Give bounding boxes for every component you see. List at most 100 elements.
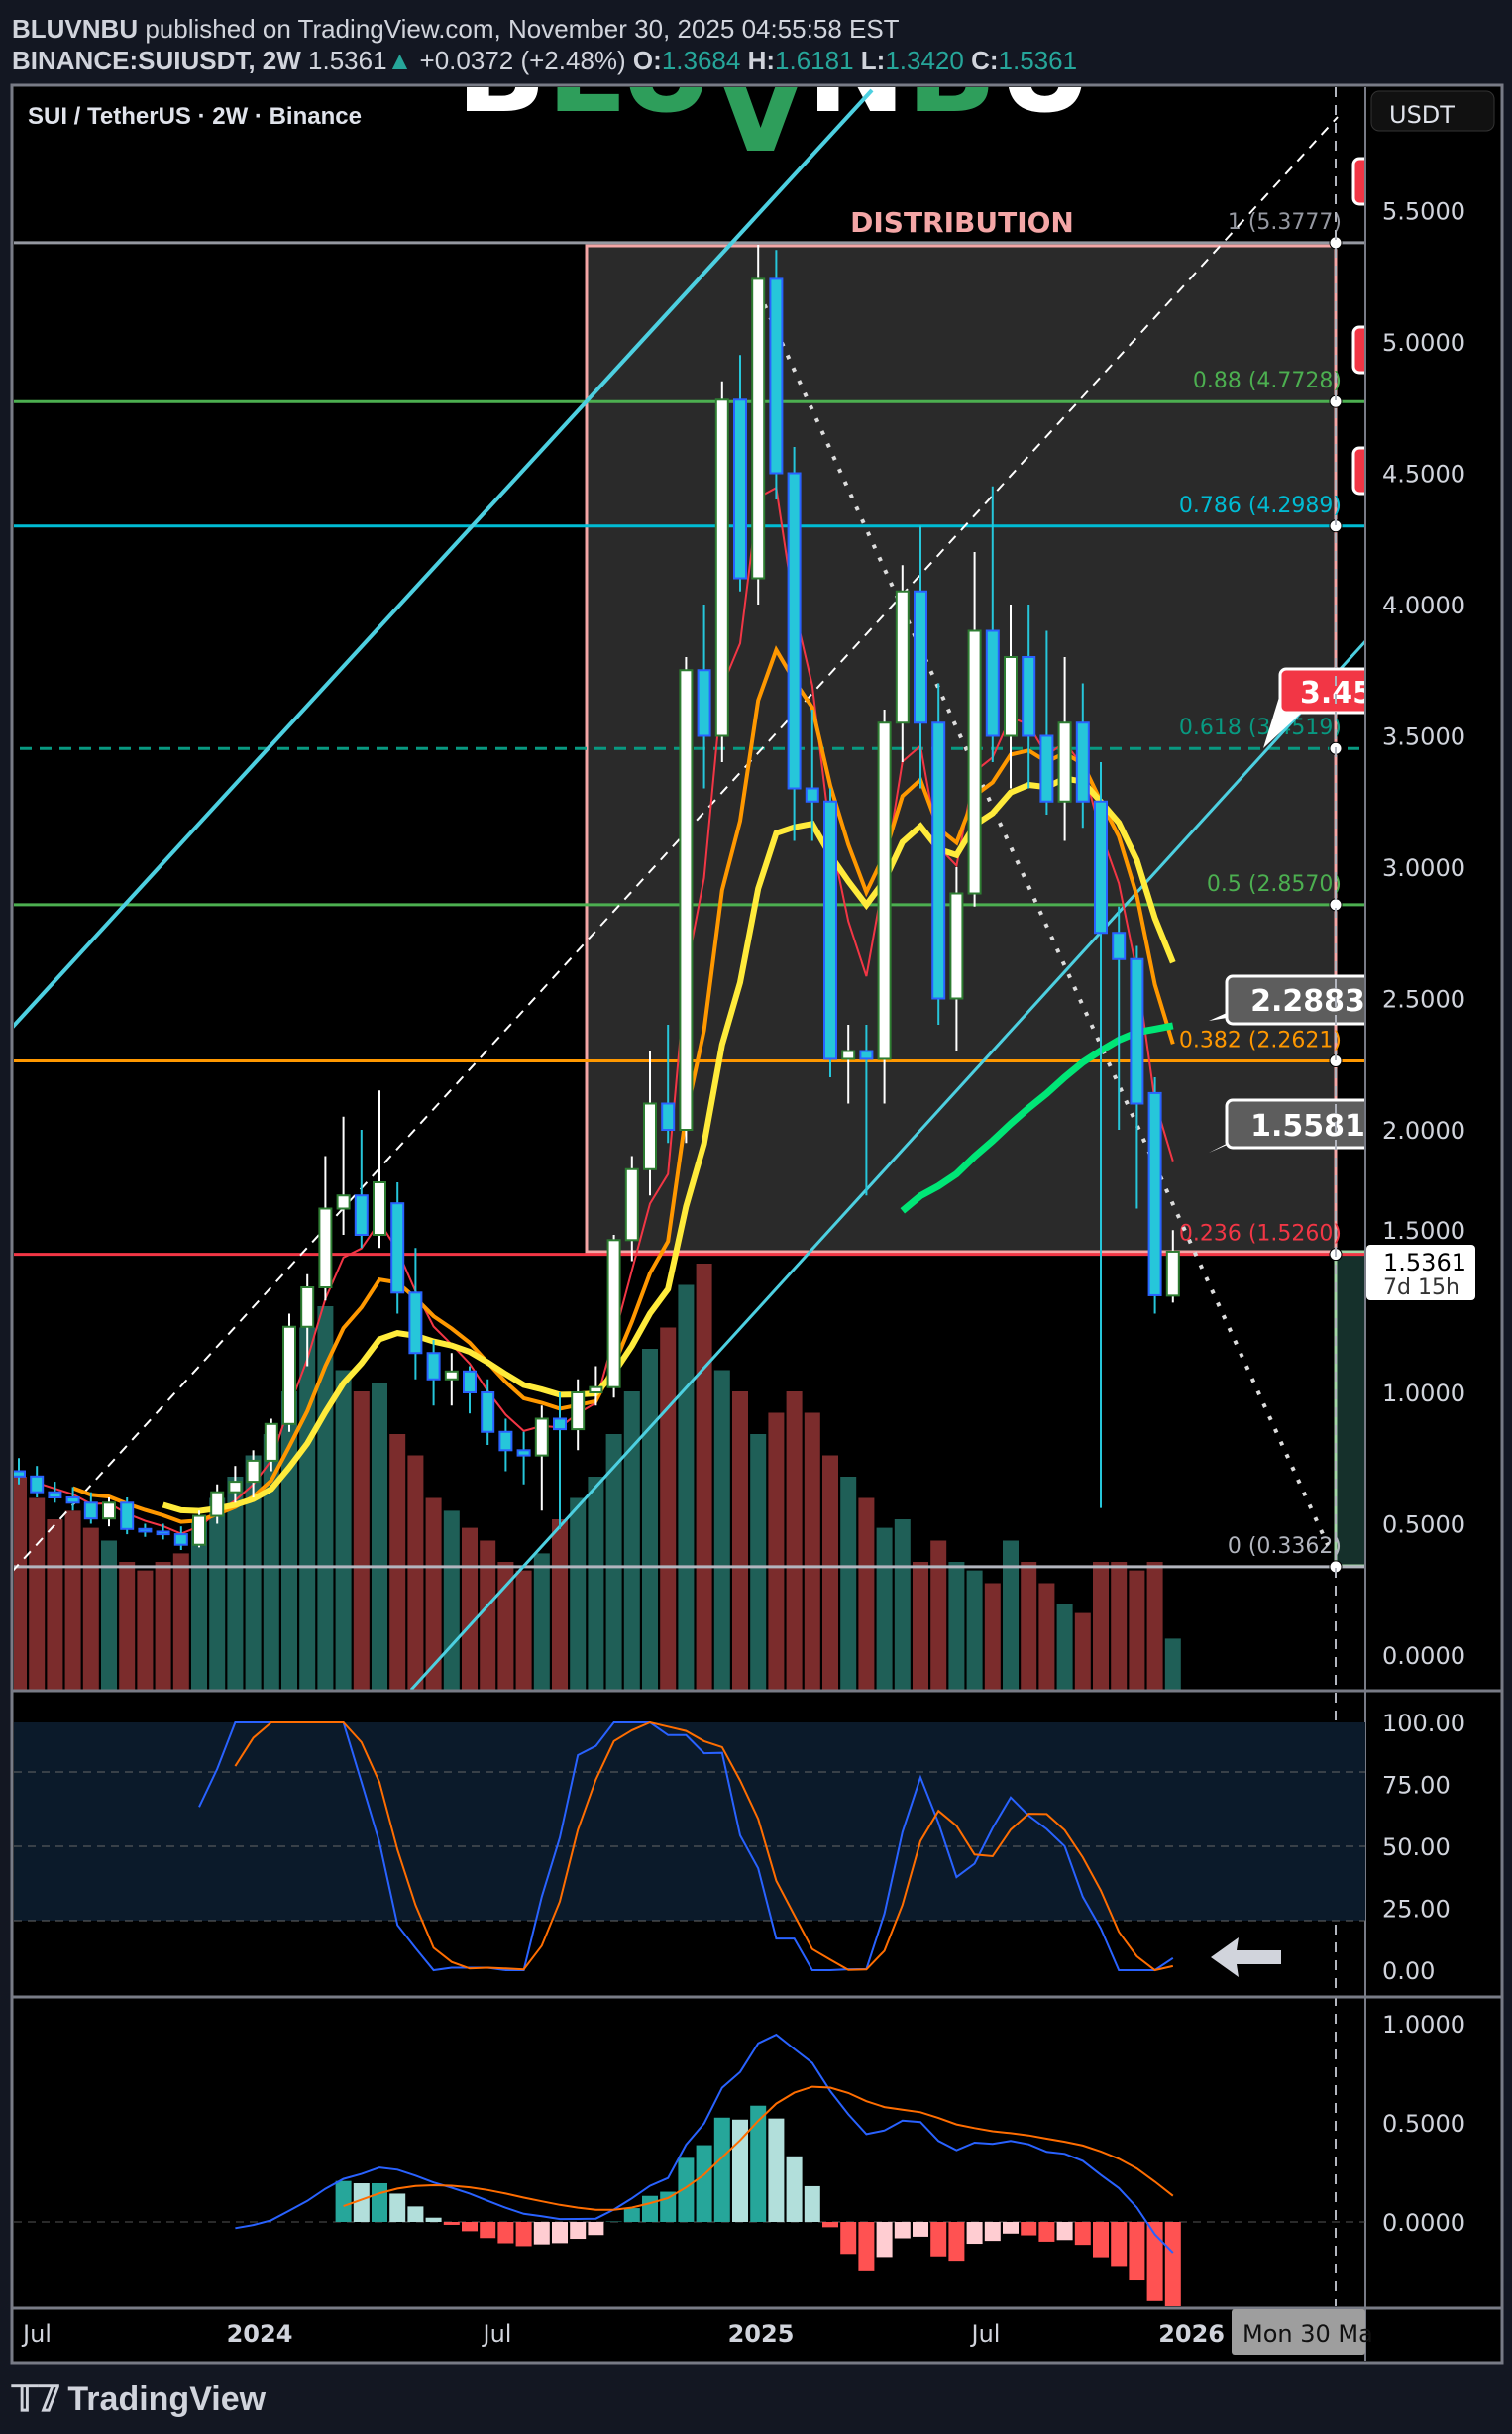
- volume-bar: [786, 1391, 803, 1690]
- last-price-value: 1.5361: [1383, 1249, 1466, 1276]
- candle-body: [589, 1385, 603, 1393]
- macd-histogram-bar: [372, 2182, 387, 2222]
- candle-body: [931, 721, 946, 1000]
- macd-histogram-bar: [894, 2222, 911, 2239]
- candle-body: [408, 1291, 423, 1355]
- volume-bar: [515, 1570, 532, 1690]
- volume-bar: [948, 1562, 965, 1690]
- candle-body: [733, 398, 747, 580]
- macd-histogram-bar: [750, 2105, 767, 2222]
- channel-lower-line[interactable]: [409, 638, 1367, 1690]
- macd-histogram-bar: [768, 2118, 785, 2222]
- callout-1-5581[interactable]: 1.5581: [1209, 1098, 1375, 1153]
- volume-bar: [660, 1327, 677, 1690]
- crosshair-date-label: Mon 30 Ma: [1232, 2309, 1373, 2355]
- volume-bar: [858, 1497, 875, 1690]
- callout-text: 3.45: [1300, 676, 1373, 711]
- fib-level-label: 0.5 (2.8570): [1207, 872, 1342, 897]
- chart-legend[interactable]: SUI / TetherUS · 2W · Binance: [28, 103, 362, 130]
- tradingview-logo[interactable]: 𝕋𝟟 TradingView: [12, 2379, 266, 2420]
- stoch-tick: 50.00: [1382, 1833, 1451, 1861]
- callout-2-2883[interactable]: 2.2883: [1209, 974, 1375, 1026]
- volume-bar: [407, 1455, 424, 1690]
- fib-level-label: 0.88 (4.7728): [1193, 369, 1342, 393]
- candle-body: [1165, 1250, 1180, 1297]
- brand-name: TradingView: [67, 2379, 267, 2418]
- volume-bar: [353, 1391, 370, 1690]
- callout-3-45[interactable]: 3.45: [1263, 667, 1379, 748]
- volume-bar: [263, 1434, 279, 1690]
- candle-body: [1004, 656, 1018, 737]
- time-tick: Jul: [21, 2320, 52, 2348]
- volume-bar: [209, 1497, 226, 1690]
- macd-histogram-bar: [1003, 2222, 1019, 2234]
- fib-level-label: 0.236 (1.5260): [1179, 1222, 1342, 1247]
- candle-body: [390, 1202, 405, 1294]
- price-tick: 0.5000: [1382, 1511, 1465, 1539]
- time-tick: 2025: [728, 2320, 795, 2348]
- volume-bar: [191, 1519, 207, 1690]
- volume-bar: [462, 1527, 478, 1690]
- candle-body: [138, 1527, 153, 1533]
- candle-body: [1039, 734, 1054, 803]
- callout-red-top[interactable]: [1351, 157, 1383, 496]
- fib-level-label: 1 (5.3777): [1228, 210, 1342, 235]
- stoch-tick: 25.00: [1382, 1896, 1451, 1924]
- candle-body: [210, 1491, 225, 1517]
- volume-bar: [443, 1510, 460, 1690]
- macd-histogram-bar: [804, 2185, 820, 2222]
- macd-histogram-bar: [1056, 2222, 1073, 2241]
- candle-body: [156, 1530, 170, 1536]
- fib-level-label: 0 (0.3362): [1228, 1534, 1342, 1559]
- price-tick: 3.0000: [1382, 854, 1465, 882]
- publish-date: published on TradingView.com, November 3…: [145, 14, 900, 44]
- candle-body: [553, 1417, 567, 1431]
- dotted-trend-line[interactable]: [751, 278, 1330, 1546]
- macd-histogram-bar: [623, 2208, 640, 2222]
- volume-bar: [696, 1264, 712, 1690]
- candle-body: [173, 1533, 188, 1546]
- price-tick: 3.5000: [1382, 723, 1465, 751]
- price-change: +0.0372 (+2.48%): [419, 46, 626, 75]
- candle-body: [336, 1194, 351, 1210]
- volume-bar: [372, 1383, 387, 1690]
- candle-body: [823, 800, 837, 1060]
- candle-body: [1075, 721, 1090, 803]
- candle-body: [444, 1370, 459, 1381]
- candle-body: [498, 1430, 513, 1452]
- macd-histogram-bar: [407, 2206, 424, 2222]
- price-tick: 0.0000: [1382, 1642, 1465, 1670]
- candle-body: [787, 472, 802, 790]
- currency-button[interactable]: USDT: [1370, 90, 1495, 132]
- candle-body: [246, 1459, 261, 1484]
- candle-body: [83, 1501, 98, 1520]
- volume-bar: [804, 1412, 820, 1690]
- channel-upper-line[interactable]: [12, 88, 874, 1029]
- volume-bar: [876, 1527, 893, 1690]
- stoch-k-line: [198, 1721, 1174, 1972]
- volume-bar: [570, 1497, 587, 1690]
- macd-histogram-bar: [696, 2145, 712, 2222]
- volume-bar: [119, 1562, 136, 1690]
- volume-bar: [713, 1370, 730, 1690]
- symbol: BINANCE:SUIUSDT, 2W: [12, 46, 301, 75]
- open-value: 1.3684: [661, 46, 741, 75]
- time-tick: Jul: [482, 2320, 512, 2348]
- macd-histogram-bar: [913, 2222, 928, 2237]
- volume-bar: [768, 1412, 785, 1690]
- macd-histogram-bar: [678, 2157, 695, 2222]
- candle-body: [373, 1181, 386, 1236]
- macd-histogram-bar: [1146, 2222, 1163, 2301]
- macd-histogram-bar: [1164, 2222, 1181, 2306]
- macd-histogram-bar: [1074, 2222, 1091, 2246]
- candle-body: [120, 1501, 135, 1530]
- volume-bar: [552, 1519, 568, 1690]
- candle-body: [895, 590, 910, 724]
- candle-body: [643, 1102, 657, 1170]
- dashed-trend-line[interactable]: [12, 116, 1339, 1572]
- macd-histogram-bar: [1038, 2222, 1055, 2242]
- price-tick: 4.5000: [1382, 461, 1465, 489]
- open-label: O:: [632, 46, 662, 75]
- ema-slow-line: [162, 775, 1176, 1514]
